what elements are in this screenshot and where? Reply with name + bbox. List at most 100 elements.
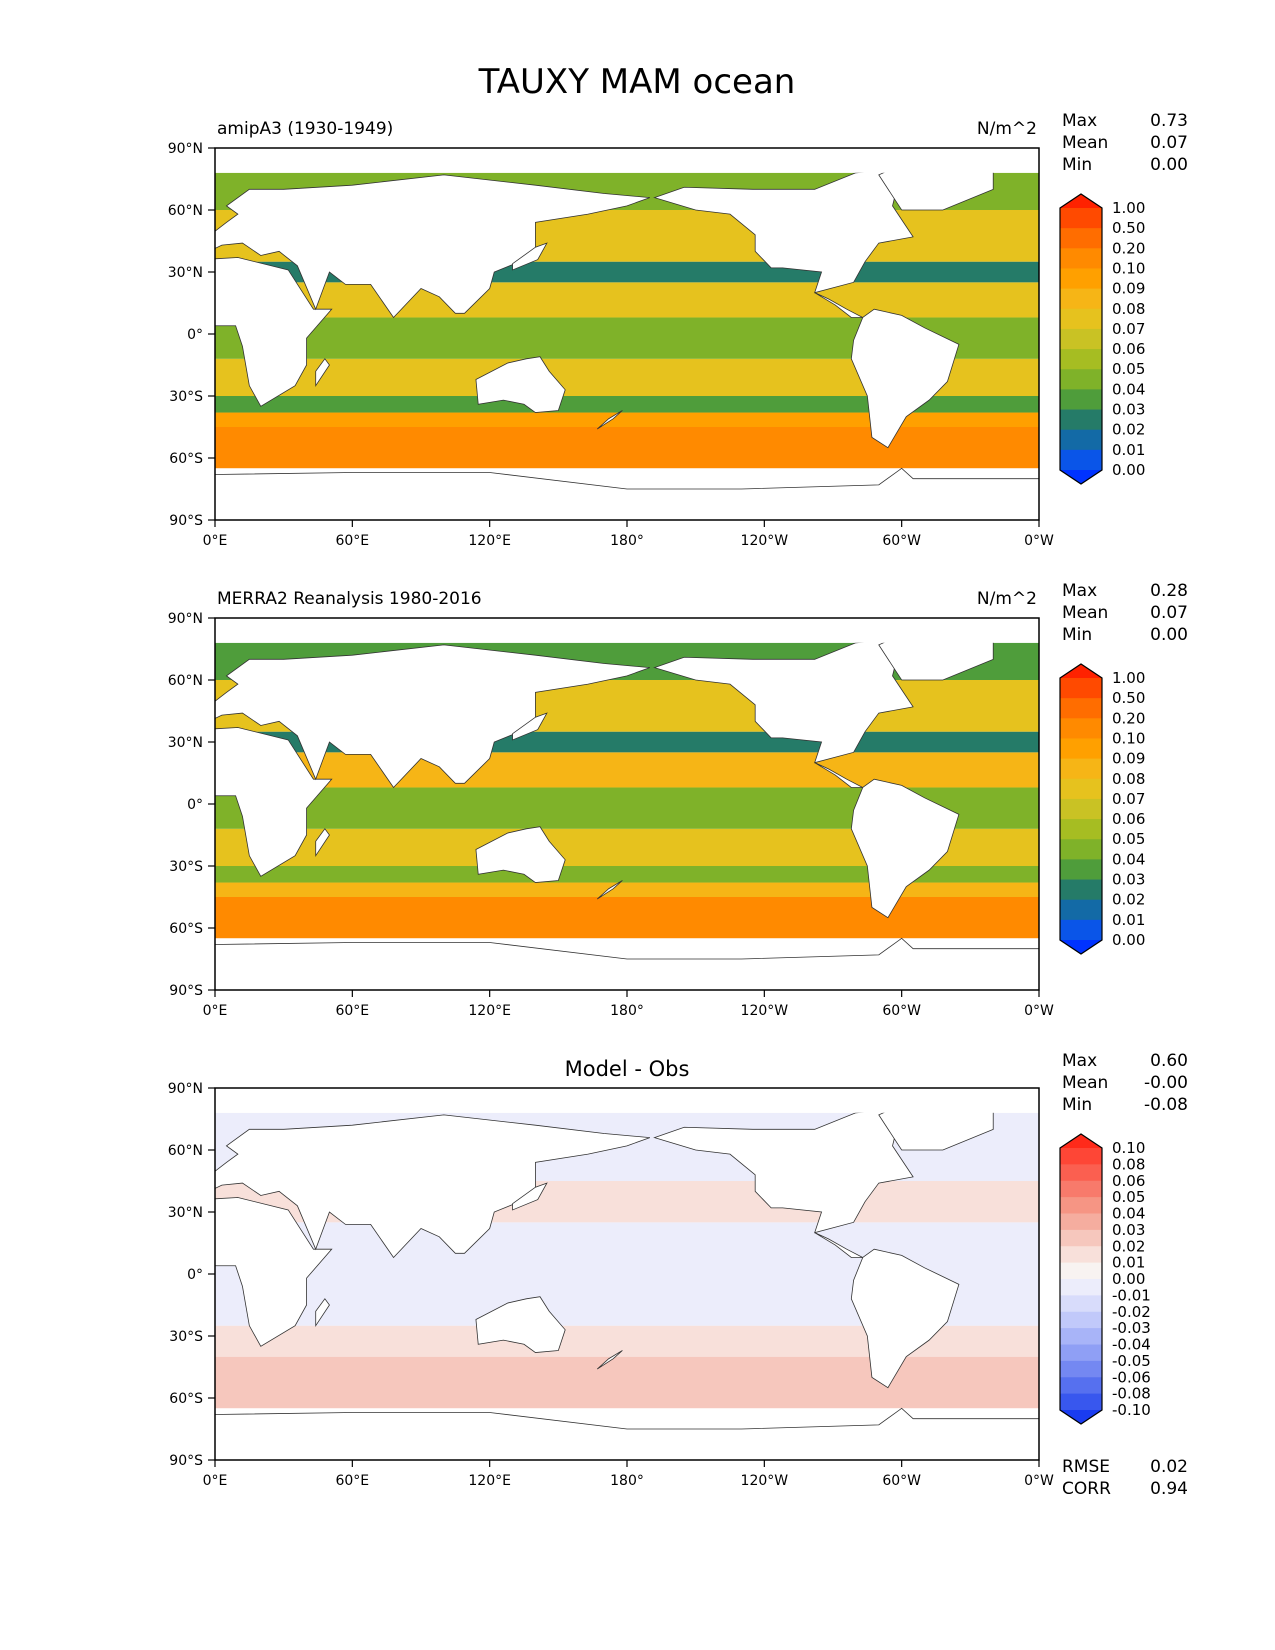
- stat-label-min: Min: [1062, 625, 1092, 645]
- stat-label-max: Max: [1062, 111, 1097, 131]
- land-japan: [512, 242, 548, 271]
- stat-value-max: 0.60: [1150, 1051, 1188, 1071]
- colorbar-label: 0.05: [1112, 830, 1145, 848]
- colorbar-label: -0.06: [1112, 1368, 1151, 1386]
- land-madagascar: [315, 358, 330, 387]
- colorbar-label: 0.02: [1112, 421, 1145, 439]
- no-data-south: [215, 938, 1039, 990]
- field-band-tropics-N: [215, 282, 1039, 318]
- colorbar-swatch: [1060, 1213, 1102, 1231]
- colorbar-swatch: [1060, 1262, 1102, 1280]
- colorbar-label: 0.05: [1112, 360, 1145, 378]
- land-africa: [215, 257, 333, 407]
- lon-tick-label: 180°: [610, 1003, 644, 1019]
- colorbar-swatch: [1060, 698, 1102, 719]
- colorbar-extend-bottom: [1060, 470, 1102, 484]
- colorbar-swatch: [1060, 1279, 1102, 1296]
- colorbar-label: 0.02: [1112, 891, 1145, 909]
- colorbar-label: 0.10: [1112, 259, 1145, 277]
- lat-tick-label: 30°N: [168, 735, 203, 751]
- no-data-north: [215, 1088, 1039, 1113]
- colorbar-swatch: [1060, 798, 1102, 820]
- colorbar-label: 0.04: [1112, 380, 1145, 398]
- colorbar-label: 0.08: [1112, 300, 1145, 318]
- lat-tick-label: 60°N: [168, 673, 203, 689]
- land-australia: [475, 356, 566, 413]
- colorbar-swatch: [1060, 839, 1102, 860]
- lat-tick-label: 90°N: [168, 141, 203, 157]
- colorbar-swatch: [1060, 288, 1102, 310]
- no-data-north: [215, 148, 1039, 173]
- land-samerica: [850, 308, 960, 449]
- lon-tick-label: 0°E: [203, 533, 228, 549]
- lon-tick-label: 60°W: [882, 1473, 921, 1489]
- lat-tick-label: 30°S: [169, 859, 203, 875]
- colorbar-outline: [1059, 1133, 1103, 1425]
- land-namerica: [653, 1108, 914, 1234]
- lat-tick-label: 0°: [187, 797, 203, 813]
- colorbar-swatch: [1060, 349, 1102, 370]
- lon-tick-label: 120°E: [468, 1003, 511, 1019]
- land-madagascar: [315, 828, 330, 857]
- field-band-40S: [215, 412, 1039, 427]
- stat-value-min: 0.00: [1150, 155, 1188, 175]
- lat-tick-label: 30°N: [168, 1205, 203, 1221]
- colorbar-label: 0.04: [1112, 850, 1145, 868]
- colorbar-label: 0.07: [1112, 790, 1145, 808]
- colorbar-outline: [1059, 663, 1103, 955]
- lat-tick-label: 90°S: [169, 1453, 203, 1469]
- lat-tick-label: 90°N: [168, 1081, 203, 1097]
- stat-label-min: Min: [1062, 155, 1092, 175]
- colorbar-label: 0.06: [1112, 340, 1145, 358]
- figure-title: TAUXY MAM ocean: [478, 62, 796, 102]
- colorbar-swatch: [1060, 1344, 1102, 1362]
- colorbar-label: 0.00: [1112, 1270, 1145, 1288]
- colorbar-swatch: [1060, 899, 1102, 921]
- colorbar-swatch: [1060, 919, 1102, 941]
- stat-value-min: -0.08: [1144, 1095, 1188, 1115]
- colorbar-label: 0.03: [1112, 1221, 1145, 1239]
- colorbar-label: 0.06: [1112, 1172, 1145, 1190]
- lon-tick-label: 120°E: [468, 533, 511, 549]
- lon-tick-label: 0°W: [1024, 533, 1054, 549]
- colorbar-label: 1.00: [1112, 669, 1145, 687]
- colorbar-extend-top: [1060, 664, 1102, 678]
- field-obs: [215, 618, 1039, 990]
- lon-tick-label: 120°E: [468, 1473, 511, 1489]
- colorbar-swatch: [1060, 1180, 1102, 1198]
- colorbar-label: 0.50: [1112, 219, 1145, 237]
- colorbar-swatch: [1060, 389, 1102, 411]
- colorbar-label: 0.06: [1112, 810, 1145, 828]
- colorbar-extend-top: [1060, 1134, 1102, 1148]
- field-band-40S: [215, 882, 1039, 897]
- lat-tick-label: 60°N: [168, 1143, 203, 1159]
- colorbar-extend-bottom: [1060, 1410, 1102, 1424]
- lat-tick-label: 60°N: [168, 203, 203, 219]
- panel-units: N/m^2: [977, 589, 1037, 609]
- stat-label-max: Max: [1062, 1051, 1097, 1071]
- colorbar-label: 0.08: [1112, 1155, 1145, 1173]
- lon-tick-label: 60°E: [335, 1003, 369, 1019]
- field-band-35S: [215, 866, 1039, 883]
- lat-tick-label: 90°S: [169, 983, 203, 999]
- lon-tick-label: 60°W: [882, 533, 921, 549]
- lat-tick-label: 60°S: [169, 1391, 203, 1407]
- lat-tick-label: 60°S: [169, 451, 203, 467]
- antarctica-outline: [215, 1407, 1039, 1460]
- land-africa: [215, 727, 333, 877]
- stat-label-max: Max: [1062, 581, 1097, 601]
- stat-value-max: 0.28: [1150, 581, 1188, 601]
- colorbar-label: -0.04: [1112, 1336, 1151, 1354]
- colorbar-swatch: [1060, 1377, 1102, 1395]
- field-band-55S: [215, 897, 1039, 939]
- stat-label-mean: Mean: [1062, 603, 1108, 623]
- colorbar-label: 0.10: [1112, 729, 1145, 747]
- panel-left-title: MERRA2 Reanalysis 1980-2016: [217, 589, 482, 609]
- colorbar-label: 0.50: [1112, 689, 1145, 707]
- colorbar-swatch: [1060, 819, 1102, 840]
- colorbar-swatch: [1060, 308, 1102, 330]
- stat-value-mean: 0.07: [1150, 603, 1188, 623]
- colorbar-label: 0.09: [1112, 750, 1145, 768]
- lon-tick-label: 180°: [610, 1473, 644, 1489]
- colorbar-swatch: [1060, 1393, 1102, 1411]
